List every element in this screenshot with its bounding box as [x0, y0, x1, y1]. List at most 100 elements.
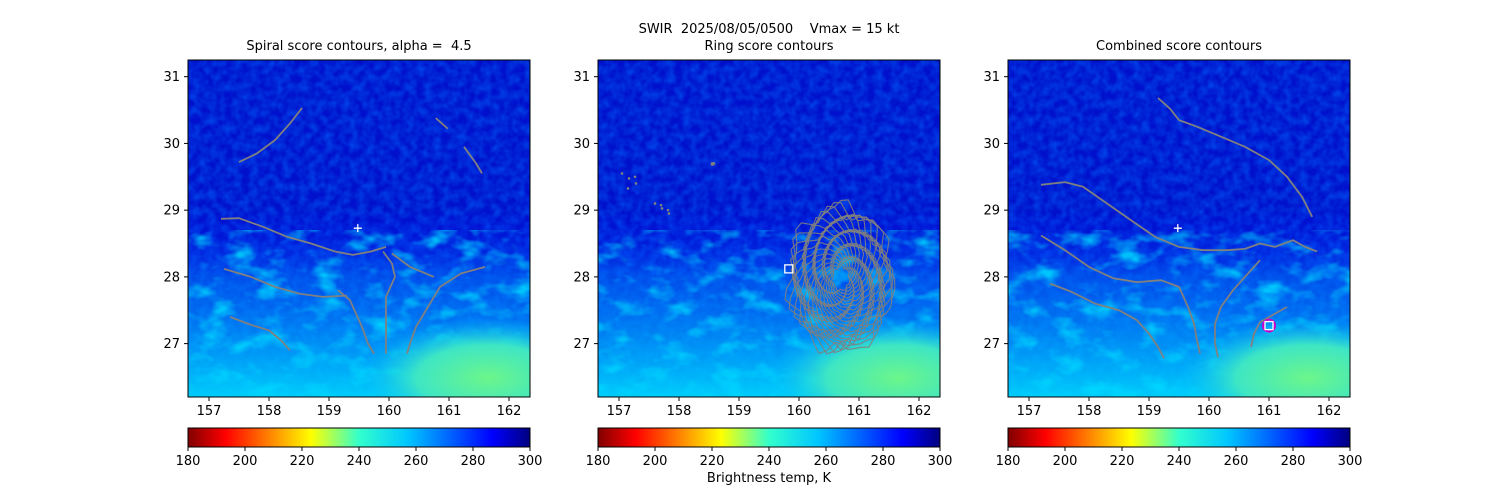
y-tick-label: 31 [573, 70, 590, 85]
contour-line [1157, 97, 1314, 218]
colorbar-tick-label: 240 [347, 454, 372, 469]
colorbar-tick-label: 180 [176, 454, 201, 469]
colorbar-tick-label: 220 [1110, 454, 1135, 469]
y-tick-label: 31 [163, 70, 180, 85]
x-tick-label: 161 [437, 404, 462, 419]
contour-line [435, 117, 449, 130]
panel-title-spiral: Spiral score contours, alpha = 4.5 [246, 39, 472, 54]
center-plus-marker [353, 224, 362, 233]
contour-line [1040, 234, 1201, 354]
y-tick-label: 28 [983, 270, 1000, 285]
heatmap-warm-patch [768, 318, 940, 397]
colorbar [1007, 427, 1351, 448]
x-tick-label: 160 [787, 404, 812, 419]
contour-line [803, 229, 875, 328]
colorbar-tick-label: 220 [290, 454, 315, 469]
y-tick-label: 28 [573, 270, 590, 285]
colorbar-tick-label: 280 [1281, 454, 1306, 469]
colorbar-tick-label: 280 [461, 454, 486, 469]
y-tick-label: 30 [163, 137, 180, 152]
contour-line [789, 210, 891, 351]
contour-line [815, 245, 865, 313]
contour-line [223, 268, 348, 298]
contour-line [391, 252, 435, 278]
contour-line [808, 232, 873, 323]
axes-frame [1007, 59, 1351, 398]
center-square-marker [1264, 320, 1274, 331]
center-circle-marker [1262, 318, 1276, 333]
colorbar [187, 427, 531, 448]
contour-fragment [627, 177, 631, 180]
center-plus-marker [1173, 224, 1182, 233]
contour-line [790, 205, 892, 354]
heatmap-warm-patch [358, 318, 530, 397]
contour-line [229, 316, 291, 351]
contour-line [1049, 282, 1165, 359]
colorbar-tick-label: 260 [1224, 454, 1249, 469]
x-tick-label: 158 [257, 404, 282, 419]
x-tick-label: 158 [1077, 404, 1102, 419]
x-tick-label: 160 [377, 404, 402, 419]
x-tick-label: 158 [667, 404, 692, 419]
panel-title-combined: Combined score contours [1096, 39, 1262, 54]
colorbar-tick-label: 220 [700, 454, 725, 469]
contour-line [406, 266, 486, 354]
contour-line [220, 217, 387, 256]
axes-frame [597, 59, 941, 398]
contour-fragment [711, 162, 715, 165]
x-tick-label: 162 [497, 404, 522, 419]
y-tick-label: 27 [983, 337, 1000, 352]
contour-line [831, 264, 851, 292]
x-tick-label: 160 [1197, 404, 1222, 419]
x-tick-label: 159 [1137, 404, 1162, 419]
panel-title-ring: Ring score contours [704, 39, 834, 54]
center-square-marker [784, 264, 794, 274]
colorbar-tick-label: 240 [757, 454, 782, 469]
y-tick-label: 30 [983, 137, 1000, 152]
colorbar-tick-label: 300 [928, 454, 953, 469]
contour-line [337, 289, 375, 355]
y-tick-label: 31 [983, 70, 1000, 85]
colorbar-tick-label: 280 [871, 454, 896, 469]
contour-fragment [620, 172, 624, 175]
colorbar-tick-label: 200 [643, 454, 668, 469]
colorbar-tick-label: 300 [1338, 454, 1363, 469]
contour-line [822, 251, 860, 305]
colorbar-tick-label: 180 [586, 454, 611, 469]
contour-fragment [634, 182, 638, 185]
colorbar-tick-label: 260 [404, 454, 429, 469]
colorbar-tick-label: 180 [996, 454, 1021, 469]
y-tick-label: 30 [573, 137, 590, 152]
contour-line [463, 146, 483, 174]
colorbar-tick-label: 240 [1167, 454, 1192, 469]
x-tick-label: 159 [727, 404, 752, 419]
colorbar-tick-label: 200 [233, 454, 258, 469]
contour-line [1250, 306, 1288, 348]
x-tick-label: 157 [607, 404, 632, 419]
contour-line [382, 250, 396, 354]
figure-suptitle: SWIR 2025/08/05/0500 Vmax = 15 kt [638, 22, 900, 37]
contour-line [1040, 181, 1318, 253]
y-tick-label: 29 [163, 204, 180, 219]
contour-fragment [653, 202, 657, 205]
axes-content [1008, 60, 1350, 397]
y-tick-label: 29 [983, 204, 1000, 219]
contour-line [812, 235, 871, 322]
axes-content [188, 60, 530, 397]
x-tick-label: 157 [1017, 404, 1042, 419]
contour-fragment [666, 208, 670, 212]
colorbar-label: Brightness temp, K [706, 471, 832, 486]
colorbar [597, 427, 941, 448]
colorbar-tick-label: 200 [1053, 454, 1078, 469]
x-tick-label: 161 [847, 404, 872, 419]
y-tick-label: 27 [573, 337, 590, 352]
colorbar-tick-label: 300 [518, 454, 543, 469]
y-tick-label: 27 [163, 337, 180, 352]
x-tick-label: 157 [197, 404, 222, 419]
contour-line [238, 107, 303, 163]
y-tick-label: 28 [163, 270, 180, 285]
x-tick-label: 162 [1317, 404, 1342, 419]
heatmap-warm-patch [1178, 318, 1350, 397]
contour-fragment [626, 187, 630, 190]
colorbar-tick-label: 260 [814, 454, 839, 469]
